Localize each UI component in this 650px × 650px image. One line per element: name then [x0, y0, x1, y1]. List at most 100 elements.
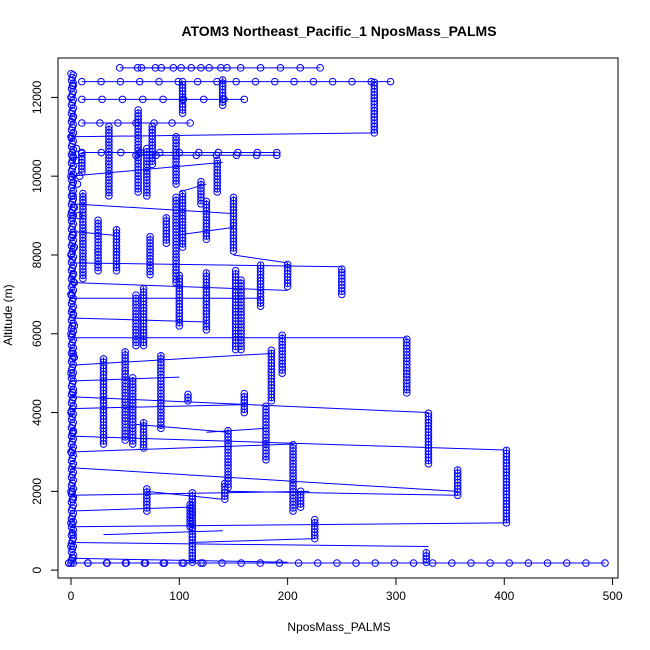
data-point — [74, 211, 83, 220]
data-point — [83, 559, 92, 567]
data-point — [175, 271, 184, 280]
data-point — [112, 229, 121, 237]
data-point — [262, 402, 270, 411]
series-line — [228, 490, 458, 496]
data-point — [218, 559, 226, 567]
data-point — [128, 374, 137, 382]
data-point — [162, 217, 171, 225]
data-point — [273, 151, 281, 160]
series-line — [103, 530, 223, 536]
data-point — [69, 459, 77, 468]
data-point — [386, 77, 395, 86]
series-line — [70, 443, 294, 453]
data-point — [72, 156, 81, 165]
data-point — [157, 64, 166, 72]
data-point — [67, 93, 75, 102]
data-point — [67, 211, 75, 220]
data-point — [202, 272, 211, 281]
y-axis: 0 2000 4000 6000 8000 10000 12000 — [30, 80, 58, 573]
data-point — [337, 268, 346, 277]
data-point — [157, 355, 165, 363]
data-point — [237, 559, 245, 567]
data-point — [114, 119, 122, 127]
data-point — [370, 78, 379, 87]
data-point — [424, 409, 433, 418]
data-point — [409, 559, 418, 567]
data-point — [390, 559, 399, 567]
x-tick-label: 300 — [386, 589, 406, 603]
data-point — [184, 390, 192, 399]
data-point — [229, 196, 238, 205]
data-point — [115, 64, 124, 72]
data-point — [134, 106, 142, 114]
y-tick-label: 12000 — [30, 80, 44, 114]
data-point — [178, 559, 186, 567]
data-point — [273, 148, 281, 157]
y-tick-label: 0 — [30, 566, 44, 573]
data-point — [262, 405, 270, 414]
data-point — [148, 125, 157, 134]
data-point — [283, 260, 292, 269]
data-point — [316, 64, 324, 72]
data-point — [139, 422, 148, 430]
data-point — [69, 270, 77, 279]
series-line — [146, 490, 223, 500]
data-point — [184, 393, 192, 402]
data-point — [601, 559, 609, 567]
data-point — [69, 349, 77, 358]
data-point — [168, 119, 176, 127]
data-point — [121, 351, 129, 359]
data-point — [220, 95, 228, 104]
data-point — [78, 95, 86, 104]
data-point — [422, 552, 431, 560]
data-point — [135, 77, 144, 86]
data-point — [543, 559, 552, 567]
data-point — [162, 214, 171, 222]
data-point — [172, 136, 180, 144]
data-point — [267, 346, 276, 355]
data-point — [67, 369, 75, 377]
data-point — [97, 77, 105, 86]
data-point — [67, 448, 75, 456]
data-point — [78, 152, 86, 161]
data-point — [188, 492, 197, 500]
series-line — [70, 262, 342, 268]
data-point — [505, 559, 514, 567]
data-point — [333, 559, 341, 567]
data-point — [143, 485, 151, 493]
data-point — [67, 542, 75, 551]
data-point — [237, 279, 245, 288]
data-point — [128, 377, 137, 385]
data-point — [70, 353, 79, 362]
data-point — [134, 109, 142, 117]
data-point — [448, 559, 456, 567]
data-point — [197, 177, 205, 186]
series-line — [70, 522, 505, 528]
data-point — [97, 148, 106, 157]
data-layer — [65, 64, 609, 567]
data-point — [309, 77, 318, 86]
data-point — [402, 338, 411, 347]
data-point — [197, 64, 205, 72]
data-point — [252, 151, 261, 160]
x-tick-label: 100 — [169, 589, 189, 603]
data-point — [267, 349, 276, 358]
data-point — [256, 261, 265, 270]
data-point — [253, 148, 262, 157]
data-point — [139, 418, 148, 427]
data-point — [67, 329, 75, 338]
data-point — [67, 132, 75, 141]
data-point — [150, 119, 158, 127]
data-point — [202, 200, 211, 209]
data-point — [275, 559, 284, 567]
data-point — [132, 291, 140, 299]
series-line — [70, 557, 288, 563]
series-line — [233, 254, 288, 264]
data-point — [296, 64, 305, 72]
data-point — [224, 430, 232, 438]
data-point — [139, 285, 148, 293]
data-point — [231, 270, 240, 278]
data-point — [256, 64, 265, 72]
data-point — [94, 219, 102, 228]
